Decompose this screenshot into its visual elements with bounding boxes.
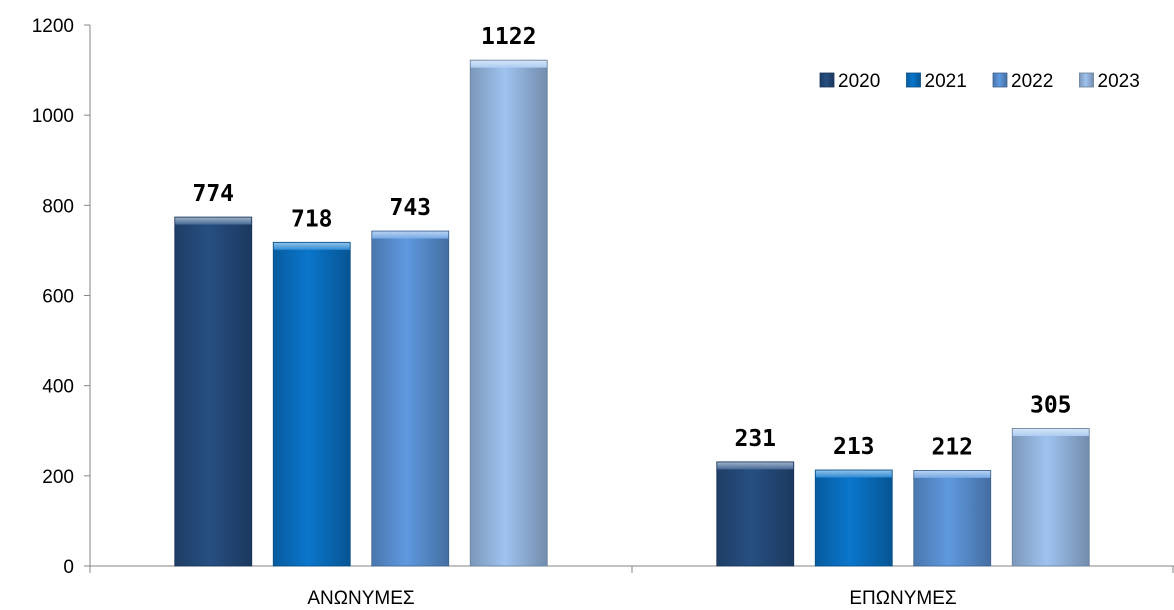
y-axis: 0 200 400 600 800 1000 1200: [32, 16, 91, 578]
legend-swatch: [819, 72, 835, 88]
data-label: 1122: [481, 24, 536, 50]
bar-2023-2: [1011, 428, 1090, 567]
data-label: 212: [931, 434, 973, 460]
data-label: 743: [389, 195, 431, 221]
data-label: 231: [734, 426, 776, 452]
data-label: 305: [1030, 392, 1072, 418]
y-tick-label: 600: [42, 287, 74, 308]
y-tick-label: 0: [63, 557, 74, 578]
x-axis: ΑΝΩΝΥΜΕΣ ΕΠΩΝΥΜΕΣ: [89, 565, 1174, 609]
y-tick-label: 400: [42, 377, 74, 398]
bar-2023-1: [469, 59, 548, 567]
bar-2021-2: [814, 469, 893, 567]
x-category-label: ΑΝΩΝΥΜΕΣ: [307, 588, 414, 609]
legend-item-2021: 2021: [906, 71, 967, 92]
legend-label: 2023: [1098, 71, 1140, 92]
legend: 2020 2021 2022 2023: [819, 71, 1140, 92]
data-label: 213: [833, 434, 875, 460]
legend-item-2022: 2022: [992, 71, 1053, 92]
legend-swatch: [992, 72, 1008, 88]
bar-2022-2: [913, 470, 992, 567]
data-label: 718: [291, 206, 333, 232]
x-category-label: ΕΠΩΝΥΜΕΣ: [849, 588, 956, 609]
bar-2020-2: [716, 461, 795, 567]
legend-item-2020: 2020: [819, 71, 880, 92]
bar-2020-1: [174, 216, 253, 567]
legend-label: 2022: [1011, 71, 1053, 92]
y-tick-label: 1200: [32, 16, 74, 37]
y-tick-label: 800: [42, 196, 74, 217]
legend-swatch: [1079, 72, 1094, 88]
y-tick-label: 200: [42, 467, 74, 488]
bars: [174, 59, 1090, 567]
legend-swatch: [906, 72, 921, 88]
legend-item-2023: 2023: [1079, 71, 1140, 92]
bar-2022-1: [371, 230, 450, 567]
legend-label: 2021: [925, 71, 967, 92]
value-labels: 774 718 743 1122 231 213 212 305: [192, 24, 1071, 460]
legend-label: 2020: [838, 71, 880, 92]
bar-2021-1: [272, 241, 351, 567]
y-tick-label: 1000: [32, 106, 74, 127]
data-label: 774: [192, 181, 234, 207]
